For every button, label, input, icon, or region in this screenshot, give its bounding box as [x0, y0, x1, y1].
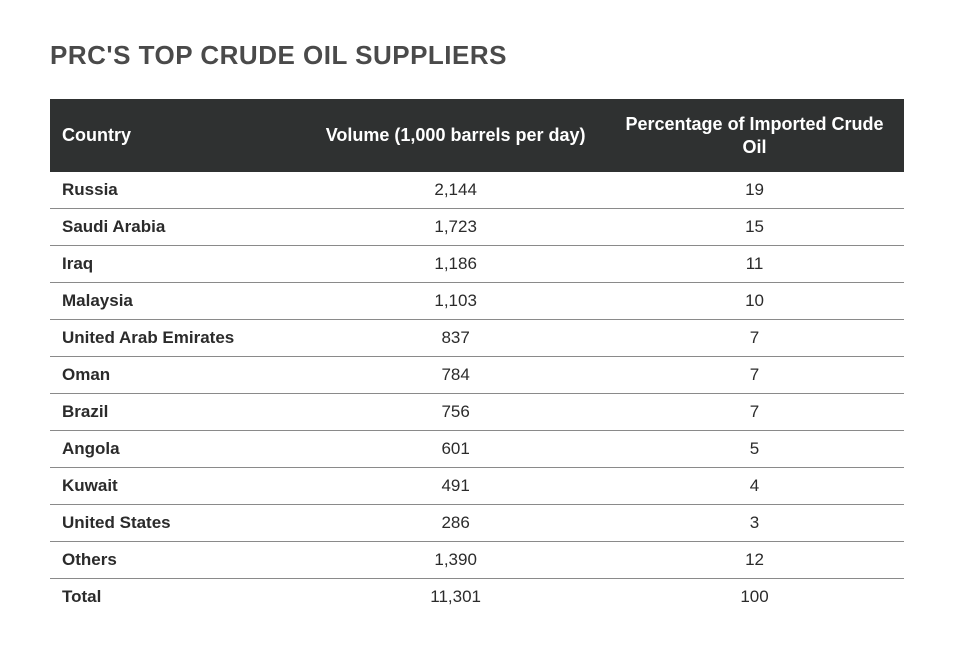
- cell-percentage: 7: [605, 357, 904, 394]
- table-row: Malaysia 1,103 10: [50, 283, 904, 320]
- cell-country: Malaysia: [50, 283, 306, 320]
- cell-volume: 1,103: [306, 283, 605, 320]
- cell-percentage: 11: [605, 246, 904, 283]
- table-row: Brazil 756 7: [50, 394, 904, 431]
- cell-volume: 1,723: [306, 209, 605, 246]
- cell-percentage: 19: [605, 172, 904, 209]
- table-row: Russia 2,144 19: [50, 172, 904, 209]
- cell-percentage: 7: [605, 320, 904, 357]
- cell-volume: 1,186: [306, 246, 605, 283]
- page-title: PRC'S TOP CRUDE OIL SUPPLIERS: [50, 40, 904, 71]
- table-row-total: Total 11,301 100: [50, 579, 904, 616]
- table-row: Kuwait 491 4: [50, 468, 904, 505]
- cell-country: Iraq: [50, 246, 306, 283]
- table-row: Iraq 1,186 11: [50, 246, 904, 283]
- cell-percentage: 10: [605, 283, 904, 320]
- col-header-volume: Volume (1,000 barrels per day): [306, 99, 605, 172]
- cell-country: Angola: [50, 431, 306, 468]
- cell-country: Saudi Arabia: [50, 209, 306, 246]
- cell-volume: 756: [306, 394, 605, 431]
- suppliers-table: Country Volume (1,000 barrels per day) P…: [50, 99, 904, 615]
- cell-volume: 11,301: [306, 579, 605, 616]
- cell-percentage: 12: [605, 542, 904, 579]
- cell-volume: 1,390: [306, 542, 605, 579]
- cell-percentage: 4: [605, 468, 904, 505]
- table-row: United Arab Emirates 837 7: [50, 320, 904, 357]
- cell-country: Brazil: [50, 394, 306, 431]
- cell-volume: 2,144: [306, 172, 605, 209]
- cell-country: United States: [50, 505, 306, 542]
- table-row: Saudi Arabia 1,723 15: [50, 209, 904, 246]
- table-row: Angola 601 5: [50, 431, 904, 468]
- cell-country: Others: [50, 542, 306, 579]
- cell-country: Oman: [50, 357, 306, 394]
- cell-percentage: 5: [605, 431, 904, 468]
- table-row: Oman 784 7: [50, 357, 904, 394]
- cell-volume: 784: [306, 357, 605, 394]
- cell-percentage: 15: [605, 209, 904, 246]
- cell-country: Total: [50, 579, 306, 616]
- table-row: United States 286 3: [50, 505, 904, 542]
- cell-country: United Arab Emirates: [50, 320, 306, 357]
- col-header-country: Country: [50, 99, 306, 172]
- cell-country: Kuwait: [50, 468, 306, 505]
- cell-percentage: 100: [605, 579, 904, 616]
- cell-volume: 837: [306, 320, 605, 357]
- cell-volume: 491: [306, 468, 605, 505]
- cell-volume: 601: [306, 431, 605, 468]
- cell-volume: 286: [306, 505, 605, 542]
- cell-percentage: 7: [605, 394, 904, 431]
- cell-percentage: 3: [605, 505, 904, 542]
- cell-country: Russia: [50, 172, 306, 209]
- table-body: Russia 2,144 19 Saudi Arabia 1,723 15 Ir…: [50, 172, 904, 615]
- table-row: Others 1,390 12: [50, 542, 904, 579]
- table-header-row: Country Volume (1,000 barrels per day) P…: [50, 99, 904, 172]
- col-header-percentage: Percentage of Imported Crude Oil: [605, 99, 904, 172]
